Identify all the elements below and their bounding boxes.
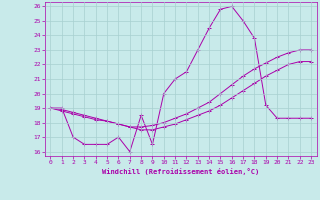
X-axis label: Windchill (Refroidissement éolien,°C): Windchill (Refroidissement éolien,°C) bbox=[102, 168, 260, 175]
